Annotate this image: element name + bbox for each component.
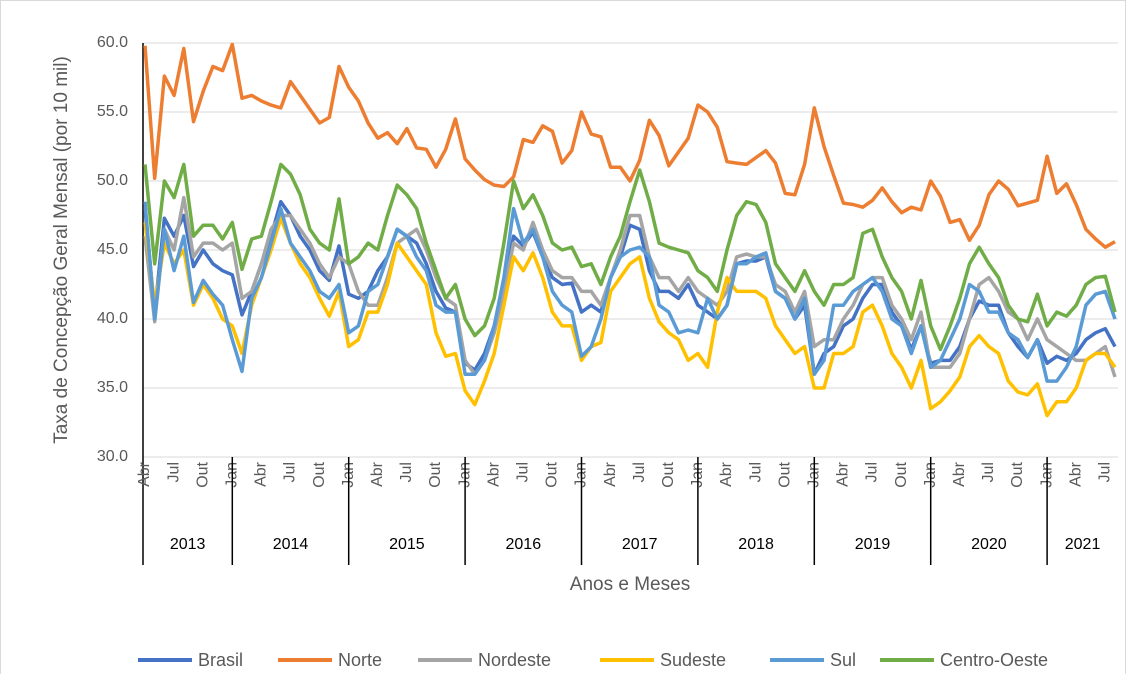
x-tick-label: Jul bbox=[1097, 462, 1114, 482]
x-tick-label: Out bbox=[194, 461, 211, 487]
x-tick-label: Abr bbox=[718, 461, 735, 487]
year-label: 2019 bbox=[855, 536, 891, 553]
y-tick-label: 35.0 bbox=[97, 379, 128, 396]
legend-label: Norte bbox=[338, 650, 382, 670]
year-label: 2013 bbox=[170, 536, 206, 553]
year-label: 2021 bbox=[1065, 536, 1101, 553]
x-tick-label: Jul bbox=[398, 462, 415, 482]
x-tick-label: Jul bbox=[282, 462, 299, 482]
x-tick-label: Jul bbox=[980, 462, 997, 482]
x-tick-label: Abr bbox=[485, 461, 502, 487]
series-line bbox=[143, 195, 1117, 378]
series-line bbox=[143, 42, 1116, 249]
x-tick-label: Out bbox=[311, 461, 328, 487]
y-tick-label: 60.0 bbox=[97, 34, 128, 51]
series-line bbox=[143, 201, 1117, 383]
y-tick-label: 45.0 bbox=[97, 241, 128, 258]
legend-label: Brasil bbox=[198, 650, 243, 670]
x-tick-label: Jul bbox=[165, 462, 182, 482]
legend-label: Nordeste bbox=[478, 650, 551, 670]
x-tick-label: Abr bbox=[369, 461, 386, 487]
year-label: 2017 bbox=[622, 536, 658, 553]
x-tick-label: Out bbox=[1009, 461, 1026, 487]
x-tick-label: Jul bbox=[864, 462, 881, 482]
year-label: 2016 bbox=[506, 536, 542, 553]
year-label: 2020 bbox=[971, 536, 1007, 553]
x-tick-label: Jul bbox=[515, 462, 532, 482]
x-tick-label: Out bbox=[427, 461, 444, 487]
x-tick-label: Abr bbox=[951, 461, 968, 487]
legend-label: Sudeste bbox=[660, 650, 726, 670]
x-tick-label: Abr bbox=[136, 461, 153, 487]
x-tick-label: Out bbox=[893, 461, 910, 487]
series-line bbox=[143, 162, 1117, 352]
y-tick-label: 30.0 bbox=[97, 448, 128, 465]
x-tick-label: Out bbox=[776, 461, 793, 487]
year-label: 2015 bbox=[389, 536, 425, 553]
year-label: 2018 bbox=[738, 536, 774, 553]
x-tick-label: Abr bbox=[253, 461, 270, 487]
legend-label: Centro-Oeste bbox=[940, 650, 1048, 670]
year-label: 2014 bbox=[273, 536, 309, 553]
legend-label: Sul bbox=[830, 650, 856, 670]
x-tick-label: Out bbox=[544, 461, 561, 487]
series-line bbox=[143, 199, 1117, 376]
y-tick-label: 50.0 bbox=[97, 172, 128, 189]
y-tick-label: 55.0 bbox=[97, 103, 128, 120]
y-tick-label: 40.0 bbox=[97, 310, 128, 327]
x-tick-label: Jul bbox=[631, 462, 648, 482]
x-tick-label: Abr bbox=[1067, 461, 1084, 487]
x-tick-label: Abr bbox=[602, 461, 619, 487]
y-axis-title: Taxa de Concepção Geral Mensal (por 10 m… bbox=[51, 56, 72, 444]
x-tick-label: Out bbox=[660, 461, 677, 487]
x-tick-label: Abr bbox=[835, 461, 852, 487]
series-line bbox=[143, 216, 1117, 418]
x-tick-label: Jul bbox=[747, 462, 764, 482]
x-axis-title: Anos e Meses bbox=[570, 574, 690, 595]
